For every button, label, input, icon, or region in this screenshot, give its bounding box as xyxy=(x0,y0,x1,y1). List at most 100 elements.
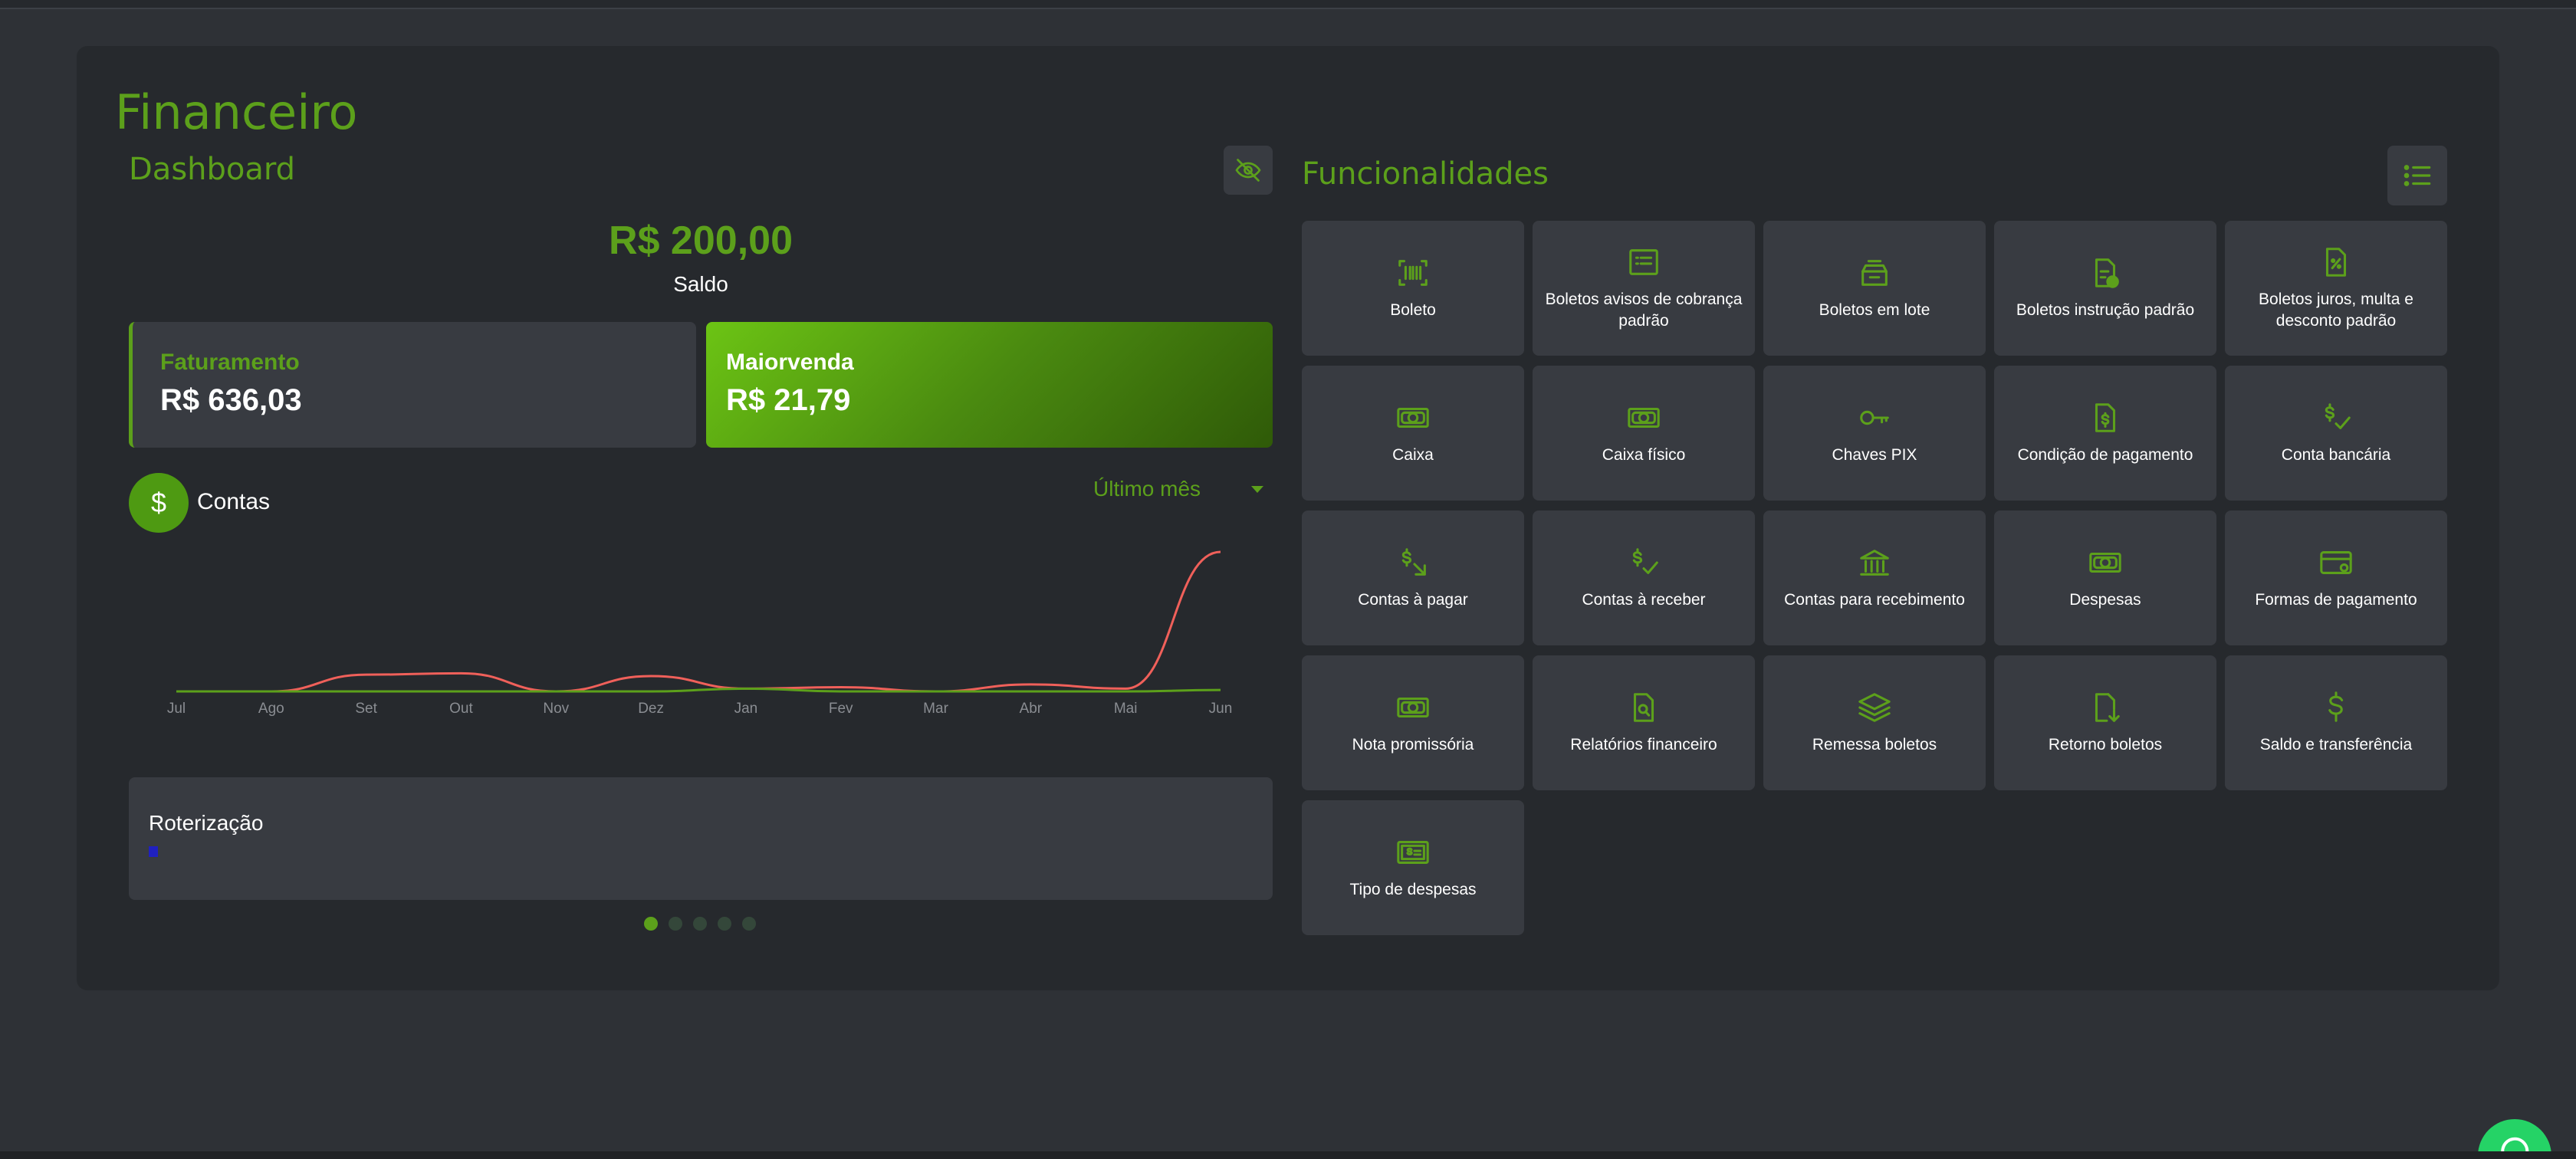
bill-icon xyxy=(1397,841,1429,864)
roteirizacao-title: Roterização xyxy=(149,811,264,835)
feature-label: Caixa xyxy=(1392,446,1434,464)
feature-tile[interactable]: Contas à receber xyxy=(1533,511,1755,645)
maiorvenda-label: Maiorvenda xyxy=(726,350,854,375)
feature-label: Boletos em lote xyxy=(1819,301,1930,319)
dollar-icon xyxy=(2328,691,2344,722)
roteirizacao-marker xyxy=(149,846,158,857)
feature-tile[interactable]: Contas à pagar xyxy=(1302,511,1524,645)
feature-tile[interactable]: Remessa boletos xyxy=(1763,655,1986,790)
x-tick-label: Mai xyxy=(1114,701,1138,717)
list-view-button[interactable] xyxy=(2387,146,2447,205)
dollar-check-icon xyxy=(1632,548,1658,574)
feature-label: Boletos instrução padrão xyxy=(2016,301,2195,319)
feature-label: Relatórios financeiro xyxy=(1570,736,1717,754)
feature-tile[interactable]: Chaves PIX xyxy=(1763,366,1986,501)
x-tick-label: Dez xyxy=(638,701,664,717)
list-icon xyxy=(2404,165,2431,186)
x-tick-label: Jul xyxy=(167,701,186,717)
x-tick-label: Ago xyxy=(258,701,284,717)
maiorvenda-value: R$ 21,79 xyxy=(726,383,851,417)
faturamento-card: Faturamento R$ 636,03 xyxy=(129,322,696,448)
carousel-dot[interactable] xyxy=(718,917,731,931)
feature-label: Contas à receber xyxy=(1582,591,1706,609)
cash-icon xyxy=(1397,697,1429,718)
x-tick-label: Out xyxy=(449,701,473,717)
feature-label: Contas para recebimento xyxy=(1784,591,1965,609)
series-line-2 xyxy=(176,687,1221,693)
contas-label: Contas xyxy=(197,489,271,514)
feature-label: Condição de pagamento xyxy=(2017,446,2193,464)
feature-label: Retorno boletos xyxy=(2048,736,2163,754)
balance-label: Saldo xyxy=(673,272,728,296)
whatsapp-icon xyxy=(2501,1137,2529,1159)
feature-tile[interactable]: Boletos avisos de cobrança padrão xyxy=(1533,221,1755,356)
bank-icon xyxy=(1860,550,1889,576)
features-grid: Boleto Boletos avisos de cobrança padrão B… xyxy=(1302,221,2447,935)
x-tick-label: Nov xyxy=(543,701,569,717)
roteirizacao-card: Roterização xyxy=(129,777,1273,900)
caret-down-icon[interactable] xyxy=(1251,486,1263,493)
series-line-1 xyxy=(176,550,1221,693)
balance-value: R$ 200,00 xyxy=(609,218,793,263)
feature-label: Despesas xyxy=(2069,591,2141,609)
doc-info-icon xyxy=(2095,258,2119,288)
feature-tile[interactable]: Nota promissória xyxy=(1302,655,1524,790)
dollar-check-icon xyxy=(2325,403,2351,429)
feature-label: Boletos juros, multa e desconto padrão xyxy=(2259,291,2413,330)
key-icon xyxy=(1860,410,1889,425)
top-border xyxy=(0,0,2576,9)
feature-tile[interactable]: Contas para recebimento xyxy=(1763,511,1986,645)
x-tick-label: Jun xyxy=(1209,701,1233,717)
feature-label: Nota promissória xyxy=(1352,736,1474,754)
dashboard-title: Dashboard xyxy=(129,152,296,187)
feature-label: Conta bancária xyxy=(2281,446,2391,464)
feature-tile[interactable]: Relatórios financeiro xyxy=(1533,655,1755,790)
carousel-dot[interactable] xyxy=(742,917,756,931)
dollar-circle-icon: $ xyxy=(129,473,189,533)
feature-tile[interactable]: Boletos juros, multa e desconto padrão xyxy=(2225,221,2447,356)
feature-label: Contas à pagar xyxy=(1358,591,1468,609)
carousel-dots xyxy=(644,917,756,931)
doc-dollar-icon xyxy=(2095,403,2116,432)
barcode-icon xyxy=(1398,260,1428,286)
feature-tile[interactable]: Saldo e transferência xyxy=(2225,655,2447,790)
feature-label: Chaves PIX xyxy=(1832,446,1917,464)
feature-label: Remessa boletos xyxy=(1812,736,1937,754)
carousel-dot[interactable] xyxy=(669,917,682,931)
x-tick-label: Mar xyxy=(923,701,948,717)
faturamento-label: Faturamento xyxy=(160,350,300,375)
x-tick-label: Abr xyxy=(1020,701,1043,717)
dollar-out-icon xyxy=(1401,548,1426,576)
list-doc-icon xyxy=(1629,249,1658,275)
feature-label: Boletos avisos de cobrança padrão xyxy=(1545,291,1743,330)
feature-tile[interactable]: Condição de pagamento xyxy=(1994,366,2216,501)
feature-tile[interactable]: Boletos em lote xyxy=(1763,221,1986,356)
maiorvenda-card: Maiorvenda R$ 21,79 xyxy=(706,322,1273,448)
feature-tile[interactable]: Tipo de despesas xyxy=(1302,800,1524,935)
faturamento-value: R$ 636,03 xyxy=(160,383,302,417)
x-tick-label: Jan xyxy=(734,701,758,717)
feature-label: Tipo de despesas xyxy=(1349,881,1477,898)
feature-tile[interactable]: Despesas xyxy=(1994,511,2216,645)
contas-chart: Jul Ago Set Out Nov Dez Jan Fev Mar Abr Mai Jun xyxy=(167,550,1233,717)
feature-label: Caixa físico xyxy=(1602,446,1686,464)
feature-tile[interactable]: Conta bancária xyxy=(2225,366,2447,501)
feature-tile[interactable]: Retorno boletos xyxy=(1994,655,2216,790)
eye-off-icon xyxy=(1235,159,1261,182)
feature-tile[interactable]: Boletos instrução padrão xyxy=(1994,221,2216,356)
period-select[interactable]: Último mês xyxy=(1093,477,1201,501)
feature-tile[interactable]: Caixa físico xyxy=(1533,366,1755,501)
feature-tile[interactable]: Caixa xyxy=(1302,366,1524,501)
feature-tile[interactable]: Formas de pagamento xyxy=(2225,511,2447,645)
doc-percent-icon xyxy=(2325,248,2347,277)
feature-label: Formas de pagamento xyxy=(2255,591,2417,609)
carousel-dot[interactable] xyxy=(644,917,658,931)
cash-icon xyxy=(1397,407,1429,428)
doc-download-icon xyxy=(2095,693,2120,722)
card-gear-icon xyxy=(2320,551,2352,574)
doc-search-icon xyxy=(1633,693,1654,722)
carousel-dot[interactable] xyxy=(693,917,707,931)
feature-tile[interactable]: Boleto xyxy=(1302,221,1524,356)
hide-values-button[interactable] xyxy=(1224,146,1273,195)
x-tick-label: Set xyxy=(355,701,377,717)
